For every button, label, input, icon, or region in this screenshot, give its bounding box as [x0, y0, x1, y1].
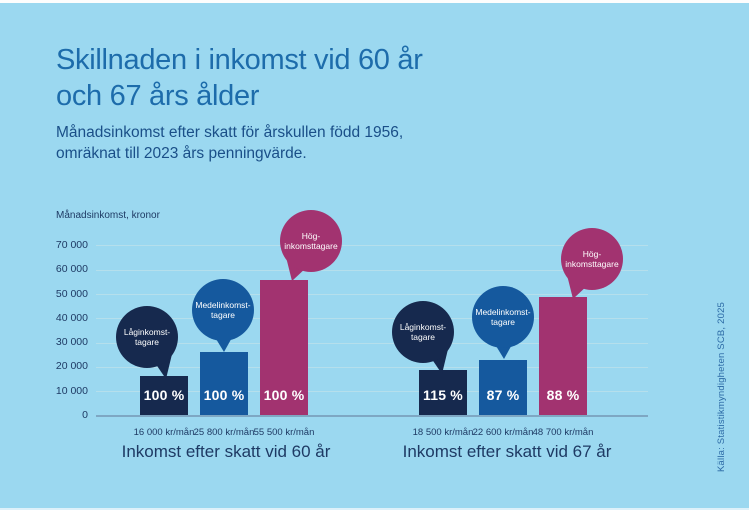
page-subtitle: Månadsinkomst efter skatt för årskullen … — [56, 122, 403, 164]
speech-bubble-laginkomsttagare-60: Låginkomst-tagare — [109, 299, 185, 383]
top-edge-strip — [0, 0, 749, 3]
bar-percent-label: 100 % — [203, 386, 245, 403]
speech-bubble-label: Låginkomst-tagare — [109, 299, 185, 375]
group-title-60: Inkomst efter skatt vid 60 år — [121, 442, 331, 461]
bar-laginkomsttagare-67: 115 % — [419, 369, 467, 415]
speech-bubble-label-line: tagare — [210, 310, 236, 320]
speech-bubble-label-line: inkomsttagare — [565, 259, 619, 269]
speech-bubble-shape — [392, 301, 454, 374]
bar-x-label: 55 500 kr/mån — [253, 427, 315, 438]
bar-medelinkomsttagare-60: 100 % — [200, 351, 248, 415]
speech-bubble-medelinkomsttagare-67: Medelinkomst-tagare — [465, 279, 541, 363]
y-tick-label: 70 000 — [55, 238, 88, 251]
bar-percent-label: 115 % — [423, 386, 463, 403]
bar-x-label: 22 600 kr/mån — [472, 427, 534, 438]
y-tick-label: 10 000 — [55, 384, 88, 397]
gridline — [96, 391, 648, 393]
speech-bubble-label-line: Låginkomst- — [123, 326, 171, 337]
y-tick-label: 30 000 — [55, 336, 88, 349]
page-title: Skillnaden i inkomst vid 60 år och 67 år… — [56, 42, 423, 114]
bar-hoginkomsttagare-60: 100 % — [260, 279, 308, 415]
gridline — [96, 269, 648, 271]
y-tick-label: 0 — [82, 409, 88, 421]
speech-bubble-label-line: Låginkomst- — [399, 321, 447, 332]
speech-bubble-label-line: Medelinkomst- — [475, 306, 531, 317]
bar-laginkomsttagare-60: 100 % — [140, 375, 188, 415]
gridline — [96, 318, 648, 320]
y-tick-label: 20 000 — [55, 360, 88, 373]
gridline — [96, 366, 648, 368]
page-title-line1: Skillnaden i inkomst vid 60 år — [56, 44, 423, 76]
bar-percent-label: 87 % — [486, 386, 520, 403]
group-title-67: Inkomst efter skatt vid 67 år — [402, 442, 612, 461]
speech-bubble-label-line: Hög- — [582, 248, 602, 259]
speech-bubble-hoginkomsttagare-60: Hög-inkomsttagare — [273, 203, 349, 287]
bar-x-label: 16 000 kr/mån — [133, 427, 195, 438]
gridline — [96, 342, 648, 344]
y-tick-label: 50 000 — [55, 287, 88, 300]
speech-bubble-shape — [116, 306, 178, 379]
speech-bubble-shape — [192, 279, 254, 352]
y-axis-title: Månadsinkomst, kronor — [56, 210, 160, 221]
bar-x-label: 48 700 kr/mån — [532, 427, 594, 438]
speech-bubble-label: Medelinkomst-tagare — [185, 272, 261, 348]
bar-x-label: 25 800 kr/mån — [193, 427, 255, 438]
page-title-line2: och 67 års ålder — [56, 80, 260, 112]
gridline — [96, 294, 648, 296]
speech-bubble-label: Hög-inkomsttagare — [273, 203, 349, 279]
bar-percent-label: 100 % — [143, 386, 185, 403]
source-note: Källa: Statistikmyndigheten SCB, 2025 — [716, 301, 727, 472]
page-subtitle-line1: Månadsinkomst efter skatt för årskullen … — [56, 124, 404, 141]
speech-bubble-shape — [280, 210, 342, 281]
bar-medelinkomsttagare-67: 87 % — [479, 359, 527, 415]
bar-x-label: 18 500 kr/mån — [412, 427, 474, 438]
page-subtitle-line2: omräknat till 2023 års penningvärde. — [56, 145, 307, 162]
x-axis-baseline — [96, 414, 648, 417]
speech-bubble-label-line: tagare — [134, 337, 160, 347]
speech-bubble-label-line: tagare — [410, 332, 436, 342]
bar-percent-label: 88 % — [546, 386, 580, 403]
speech-bubble-shape — [561, 228, 623, 299]
speech-bubble-label: Låginkomst-tagare — [385, 294, 461, 370]
gridline — [96, 245, 648, 247]
speech-bubble-label-line: Hög- — [301, 230, 321, 241]
speech-bubble-medelinkomsttagare-60: Medelinkomst-tagare — [185, 272, 261, 356]
bottom-edge-strip — [0, 508, 749, 510]
speech-bubble-label-line: inkomsttagare — [284, 241, 338, 251]
y-tick-label: 60 000 — [55, 263, 88, 276]
bar-percent-label: 100 % — [263, 386, 305, 403]
speech-bubble-shape — [472, 286, 534, 359]
bar-hoginkomsttagare-67: 88 % — [539, 296, 587, 415]
speech-bubble-label: Hög-inkomsttagare — [554, 221, 630, 297]
speech-bubble-label-line: tagare — [490, 317, 516, 327]
speech-bubble-laginkomsttagare-67: Låginkomst-tagare — [385, 294, 461, 378]
speech-bubble-hoginkomsttagare-67: Hög-inkomsttagare — [554, 221, 630, 305]
y-tick-label: 40 000 — [55, 311, 88, 324]
speech-bubble-label: Medelinkomst-tagare — [465, 279, 541, 355]
speech-bubble-label-line: Medelinkomst- — [195, 299, 251, 310]
